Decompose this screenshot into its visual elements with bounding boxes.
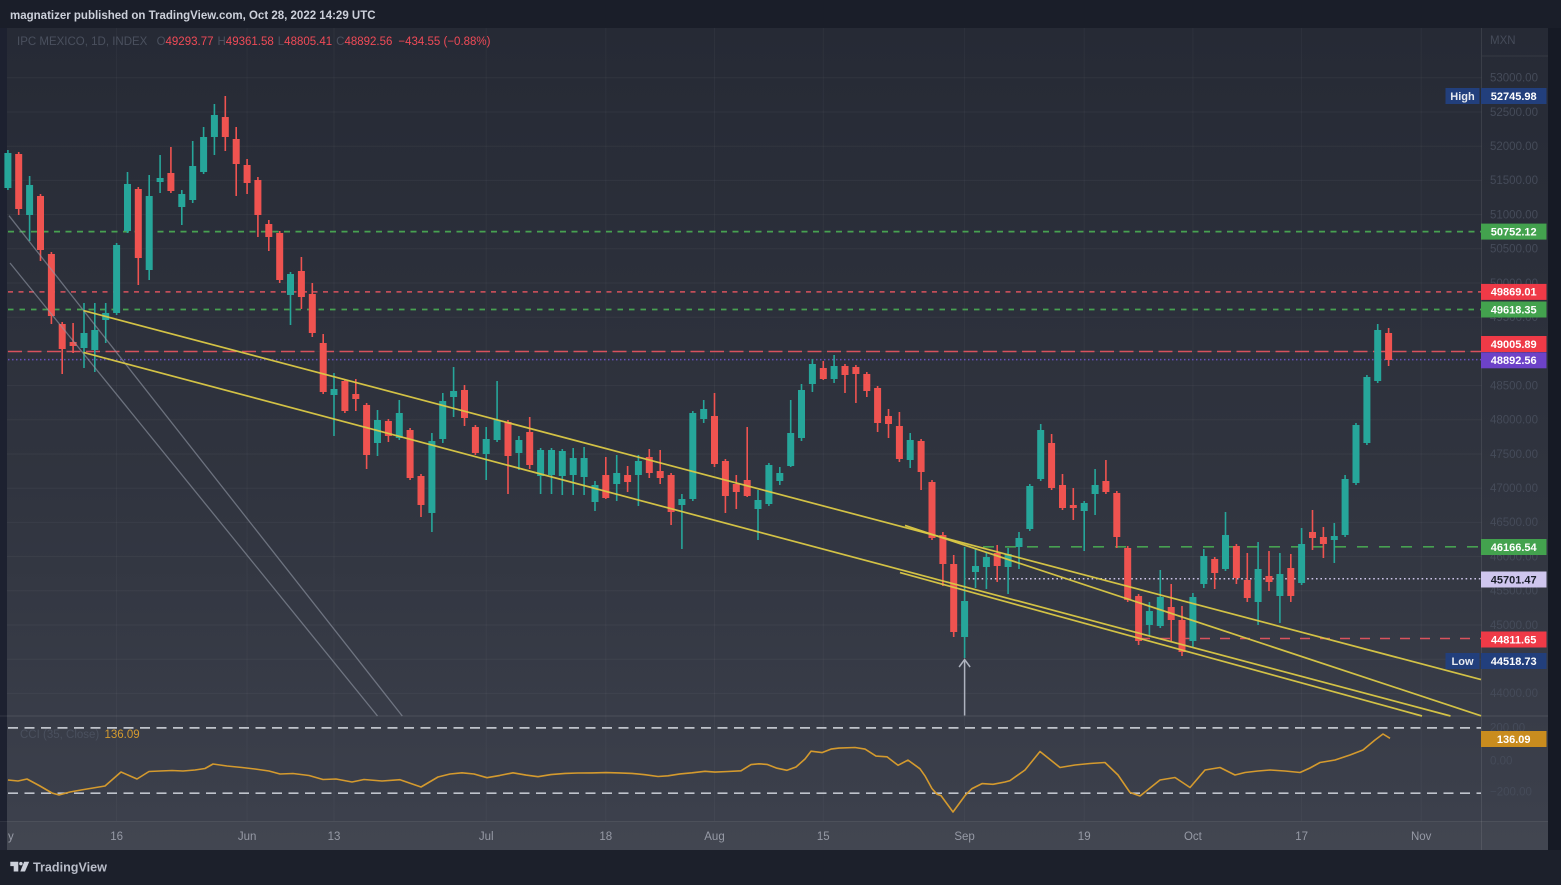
svg-text:49005.89: 49005.89 [1491, 339, 1537, 351]
svg-text:44518.73: 44518.73 [1491, 656, 1537, 668]
svg-text:High: High [1450, 91, 1475, 103]
svg-text:136.09: 136.09 [1497, 734, 1531, 746]
svg-text:47000.00: 47000.00 [1490, 483, 1538, 495]
svg-text:53000.00: 53000.00 [1490, 73, 1538, 85]
svg-text:51500.00: 51500.00 [1490, 175, 1538, 187]
svg-text:−200.00: −200.00 [1490, 786, 1532, 798]
svg-text:Nov: Nov [1411, 831, 1432, 843]
svg-text:Oct: Oct [1184, 831, 1203, 843]
svg-text:50752.12: 50752.12 [1491, 226, 1537, 238]
svg-text:48892.56: 48892.56 [1491, 355, 1537, 367]
svg-text:17: 17 [1295, 831, 1308, 843]
svg-text:19: 19 [1078, 831, 1091, 843]
svg-text:44000.00: 44000.00 [1490, 688, 1538, 700]
svg-text:MXN: MXN [1490, 35, 1516, 47]
svg-text:48500.00: 48500.00 [1490, 380, 1538, 392]
svg-text:45500.00: 45500.00 [1490, 586, 1538, 598]
svg-text:46166.54: 46166.54 [1491, 542, 1538, 554]
svg-text:Aug: Aug [704, 831, 724, 843]
svg-text:0.00: 0.00 [1490, 755, 1512, 767]
svg-text:49869.01: 49869.01 [1491, 287, 1537, 299]
svg-text:51000.00: 51000.00 [1490, 209, 1538, 221]
svg-text:y: y [8, 831, 14, 843]
svg-text:45701.47: 45701.47 [1491, 574, 1537, 586]
svg-text:44811.65: 44811.65 [1491, 634, 1536, 646]
svg-text:Low: Low [1452, 656, 1474, 668]
svg-text:46500.00: 46500.00 [1490, 517, 1538, 529]
svg-text:49618.35: 49618.35 [1491, 304, 1537, 316]
svg-text:TradingView: TradingView [33, 861, 107, 875]
svg-text:15: 15 [817, 831, 830, 843]
svg-text:magnatizer published on Tradin: magnatizer published on TradingView.com,… [10, 10, 376, 22]
svg-text:Jun: Jun [238, 831, 257, 843]
svg-text:Sep: Sep [954, 831, 974, 843]
svg-text:47500.00: 47500.00 [1490, 449, 1538, 461]
svg-text:52000.00: 52000.00 [1490, 141, 1538, 153]
svg-text:52500.00: 52500.00 [1490, 107, 1538, 119]
svg-text:CCI (35, Close) 136.09: CCI (35, Close) 136.09 [20, 729, 140, 741]
svg-text:45000.00: 45000.00 [1490, 620, 1538, 632]
svg-text:48000.00: 48000.00 [1490, 415, 1538, 427]
svg-text:16: 16 [110, 831, 123, 843]
svg-text:50500.00: 50500.00 [1490, 244, 1538, 256]
svg-text:Jul: Jul [479, 831, 494, 843]
svg-text:IPC MEXICO, 1D, INDEX O49293.7: IPC MEXICO, 1D, INDEX O49293.77 H49361.58… [17, 36, 491, 48]
svg-text:52745.98: 52745.98 [1491, 91, 1537, 103]
svg-text:13: 13 [328, 831, 341, 843]
svg-text:18: 18 [599, 831, 612, 843]
